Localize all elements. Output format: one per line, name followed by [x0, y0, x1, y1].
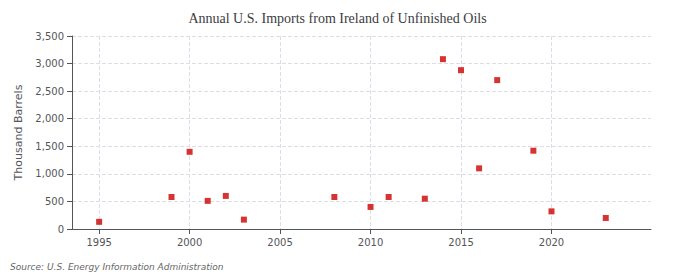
svg-text:2005: 2005: [267, 237, 292, 248]
svg-text:1995: 1995: [86, 237, 111, 248]
svg-text:0: 0: [58, 224, 64, 235]
svg-text:3,000: 3,000: [35, 58, 64, 69]
svg-text:2000: 2000: [177, 237, 202, 248]
svg-text:500: 500: [45, 196, 64, 207]
svg-text:2015: 2015: [448, 237, 473, 248]
svg-text:2,000: 2,000: [35, 113, 64, 124]
svg-text:2010: 2010: [358, 237, 383, 248]
svg-text:1,500: 1,500: [35, 141, 64, 152]
svg-text:2020: 2020: [539, 237, 564, 248]
svg-text:1,000: 1,000: [35, 168, 64, 179]
svg-text:Thousand Barrels: Thousand Barrels: [12, 84, 25, 181]
svg-text:2,500: 2,500: [35, 86, 64, 97]
svg-text:Source: U.S. Energy Informatio: Source: U.S. Energy Information Administ…: [10, 262, 224, 272]
svg-text:Annual U.S. Imports from Irela: Annual U.S. Imports from Ireland of Unfi…: [188, 11, 486, 26]
svg-text:3,500: 3,500: [35, 31, 64, 42]
